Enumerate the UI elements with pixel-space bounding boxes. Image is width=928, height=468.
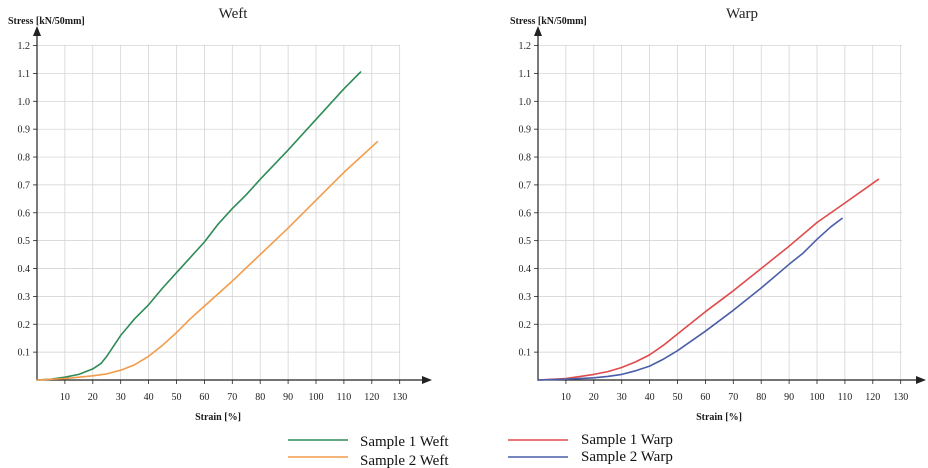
y-tick-label: 1.1	[18, 69, 31, 80]
x-axis-arrow-icon	[422, 376, 432, 384]
x-tick-label: 60	[199, 392, 209, 403]
y-axis-label: Stress [kN/50mm]	[8, 16, 85, 27]
x-tick-label: 10	[60, 392, 70, 403]
chart-title: Warp	[726, 6, 758, 22]
x-tick-label: 70	[227, 392, 237, 403]
x-axis-label: Strain [%]	[696, 412, 742, 423]
x-tick-label: 30	[116, 392, 126, 403]
chart-panel-weft: 10 20 30 40 50 60 70 80 90 100 110 120 130 0.1 0.2 0.3 0…	[8, 6, 432, 423]
y-tick-label: 0.5	[18, 236, 31, 247]
x-tick-label: 100	[309, 392, 324, 403]
y-tick-label: 1.2	[18, 41, 31, 52]
x-tick-label: 90	[283, 392, 293, 403]
y-tick-label: 0.8	[18, 153, 31, 164]
x-tick-label: 120	[364, 392, 379, 403]
chart-panel-warp: 10 20 30 40 50 60 70 80 90 100 110 120 130 0.1 0.2 0.3 0…	[510, 6, 926, 423]
x-tick-label: 120	[865, 392, 880, 403]
series-line-sample-2-weft	[36, 140, 379, 381]
x-tick-label: 80	[255, 392, 265, 403]
y-tick-label: 0.4	[18, 264, 31, 275]
legend-item: Sample 2 Warp	[508, 449, 673, 465]
x-tick-label: 50	[172, 392, 182, 403]
y-tick-label: 0.2	[18, 320, 31, 331]
y-tick-label: 0.1	[18, 348, 31, 359]
legend-item: Sample 2 Weft	[288, 453, 449, 468]
legend: Sample 1 Weft Sample 2 Weft Sample 1 WarpS…	[288, 432, 673, 468]
y-tick-label: 0.2	[519, 320, 532, 331]
series-line-sample-1-weft	[36, 71, 362, 381]
x-tick-label: 130	[392, 392, 407, 403]
legend-label: Sample 1 Weft	[360, 434, 449, 450]
y-axis-arrow-icon	[534, 26, 542, 36]
y-tick-label: 0.6	[519, 208, 532, 219]
x-tick-label: 100	[810, 392, 825, 403]
x-tick-label: 130	[893, 392, 908, 403]
y-tick-label: 0.4	[519, 264, 532, 275]
x-tick-label: 10	[561, 392, 571, 403]
y-tick-label: 0.3	[18, 292, 31, 303]
y-tick-label: 1.0	[18, 97, 31, 108]
y-tick-label: 0.7	[18, 180, 31, 191]
legend-item: Sample 1 Warp	[508, 432, 673, 448]
y-tick-label: 1.0	[519, 97, 532, 108]
y-tick-label: 0.1	[519, 348, 532, 359]
x-tick-label: 20	[88, 392, 98, 403]
x-axis-arrow-icon	[916, 376, 926, 384]
y-tick-label: 1.1	[519, 69, 532, 80]
x-tick-label: 80	[756, 392, 766, 403]
y-tick-label: 0.8	[519, 153, 532, 164]
x-tick-label: 70	[728, 392, 738, 403]
grid	[538, 45, 902, 380]
x-tick-label: 110	[337, 392, 352, 403]
y-axis-arrow-icon	[33, 26, 41, 36]
x-tick-label: 40	[144, 392, 154, 403]
series-line-sample-1-warp	[537, 178, 880, 381]
x-tick-label: 110	[838, 392, 853, 403]
y-tick-label: 0.3	[519, 292, 532, 303]
y-tick-label: 0.7	[519, 180, 532, 191]
grid	[37, 45, 401, 380]
chart-title: Weft	[219, 6, 249, 22]
legend-item: Sample 1 Weft	[288, 434, 449, 450]
series-line-sample-2-warp	[537, 217, 843, 381]
x-tick-label: 60	[700, 392, 710, 403]
legend-label: Sample 2 Weft	[360, 453, 449, 468]
y-axis-label: Stress [kN/50mm]	[510, 16, 587, 27]
x-tick-label: 40	[645, 392, 655, 403]
x-tick-label: 50	[673, 392, 683, 403]
x-axis-label: Strain [%]	[195, 412, 241, 423]
x-tick-label: 90	[784, 392, 794, 403]
y-tick-label: 0.9	[18, 125, 31, 136]
x-tick-label: 20	[589, 392, 599, 403]
legend-label: Sample 1 Warp	[581, 432, 673, 448]
y-tick-label: 0.9	[519, 125, 532, 136]
legend-label: Sample 2 Warp	[581, 449, 673, 465]
y-tick-label: 1.2	[519, 41, 532, 52]
x-tick-label: 30	[617, 392, 627, 403]
y-tick-label: 0.6	[18, 208, 31, 219]
y-tick-label: 0.5	[519, 236, 532, 247]
